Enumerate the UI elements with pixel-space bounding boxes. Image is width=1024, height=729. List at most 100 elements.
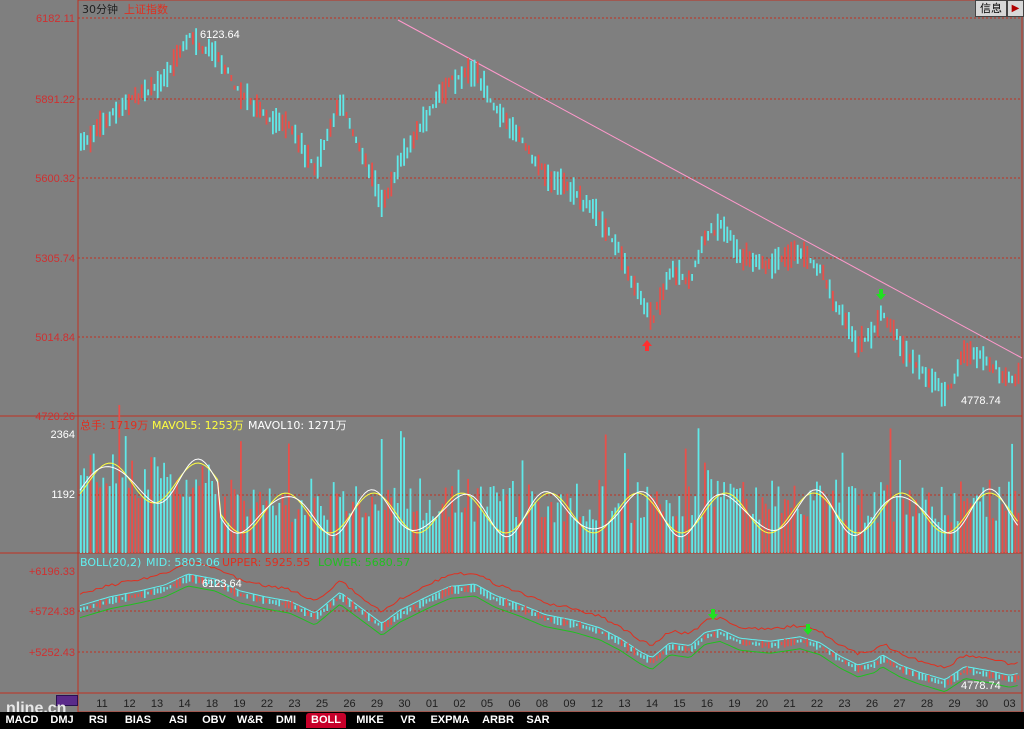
volume-bar [326, 519, 329, 553]
boll-candle [112, 596, 114, 605]
tab-vr[interactable]: VR [400, 714, 416, 726]
boll-candle [912, 670, 914, 677]
price-candle [761, 256, 764, 269]
tab-mike[interactable]: MIKE [356, 714, 384, 726]
volume-bar [883, 490, 885, 553]
boll-candle [201, 577, 204, 584]
price-candle [403, 138, 405, 166]
price-candle [608, 227, 610, 236]
price-candle [988, 357, 991, 372]
chart-stage[interactable]: 6182.11 5891.22 5600.32 5305.74 5014.84 … [0, 0, 1024, 712]
boll-candle [870, 664, 872, 667]
boll-candle [844, 660, 847, 665]
price-candle [521, 137, 524, 144]
boll-candle [572, 620, 575, 628]
boll-candle [96, 603, 98, 607]
volume-bar [569, 498, 572, 553]
volume-bar [560, 494, 562, 553]
tab-boll[interactable]: BOLL [306, 713, 346, 728]
boll-candle [224, 584, 226, 591]
boll-label: BOLL(20,2) [80, 556, 141, 569]
price-candle [323, 140, 325, 150]
volume-bar [265, 500, 268, 553]
volume-bar [944, 515, 946, 553]
x-axis-label: 08 [536, 698, 548, 710]
price-candle [467, 58, 469, 84]
tab-expma[interactable]: EXPMA [430, 714, 470, 726]
tab-obv[interactable]: OBV [202, 714, 226, 726]
boll-candle [246, 594, 248, 599]
boll-candle [854, 663, 856, 672]
volume-bar [515, 517, 517, 553]
volume-bar [201, 466, 204, 553]
tab-wr[interactable]: W&R [236, 714, 264, 726]
price-candle [265, 109, 268, 125]
boll-candle [336, 598, 338, 602]
volume-bar [268, 488, 271, 553]
volume-bar [496, 492, 498, 553]
volume-bar [835, 479, 837, 553]
price-candle [102, 112, 105, 135]
boll-candle [851, 664, 853, 668]
volume-bar [307, 509, 309, 553]
boll-candle [265, 598, 268, 603]
volume-bar [761, 497, 764, 553]
tab-arbr[interactable]: ARBR [482, 714, 514, 726]
boll-candle [179, 578, 181, 587]
volume-bar [409, 488, 412, 553]
boll-candle [262, 596, 264, 604]
price-candle [857, 336, 860, 358]
info-button[interactable]: 信息 [975, 0, 1007, 17]
exit-icon[interactable]: ▶ [1007, 0, 1024, 17]
price-candle [841, 304, 844, 326]
price-candle [780, 255, 783, 262]
boll-candle [339, 594, 341, 600]
price-low-marker: 4778.74 [961, 395, 1001, 407]
volume-bar [137, 498, 140, 553]
boll-candle [678, 645, 680, 651]
boll-candle [131, 595, 133, 598]
boll-candle [739, 640, 741, 644]
boll-candle [745, 639, 748, 646]
tab-sar[interactable]: SAR [526, 714, 550, 726]
boll-candle [688, 648, 690, 651]
boll-mid-label: MID: 5803.06 [146, 556, 220, 569]
volume-bar [329, 495, 332, 553]
tab-bias[interactable]: BIAS [124, 714, 152, 726]
boll-candle [937, 679, 940, 684]
tab-dmi[interactable]: DMI [275, 714, 297, 726]
boll-candle [736, 639, 738, 642]
tab-dmj[interactable]: DMJ [50, 714, 74, 726]
volume-bar [848, 486, 850, 553]
tab-asi[interactable]: ASI [168, 714, 188, 726]
boll-candle [272, 600, 274, 604]
logo-icon [56, 695, 78, 706]
volume-bar [998, 486, 1001, 553]
volume-bar [681, 516, 684, 553]
tab-macd[interactable]: MACD [5, 714, 39, 726]
boll-candle [614, 635, 616, 643]
boll-candle [496, 597, 498, 602]
price-candle [556, 171, 559, 195]
boll-candle [873, 661, 876, 668]
boll-candle [931, 677, 933, 682]
volume-bar [521, 460, 524, 553]
volume-bar [643, 517, 645, 553]
boll-candle [563, 618, 565, 626]
boll-candle [940, 681, 943, 684]
price-candle [848, 312, 850, 340]
boll-candle [316, 612, 319, 620]
x-axis-label: 30 [976, 698, 988, 710]
boll-candle [835, 653, 837, 661]
boll-candle [838, 657, 840, 661]
volume-bar [86, 476, 89, 553]
boll-candle [441, 589, 444, 599]
volume-bar [371, 496, 373, 553]
boll-candle [566, 620, 568, 625]
boll-candle [252, 594, 255, 602]
boll-candle [707, 633, 709, 639]
tab-rsi[interactable]: RSI [88, 714, 108, 726]
price-candle [579, 185, 581, 210]
x-axis-label: 26 [343, 698, 355, 710]
price-candle [768, 258, 770, 270]
